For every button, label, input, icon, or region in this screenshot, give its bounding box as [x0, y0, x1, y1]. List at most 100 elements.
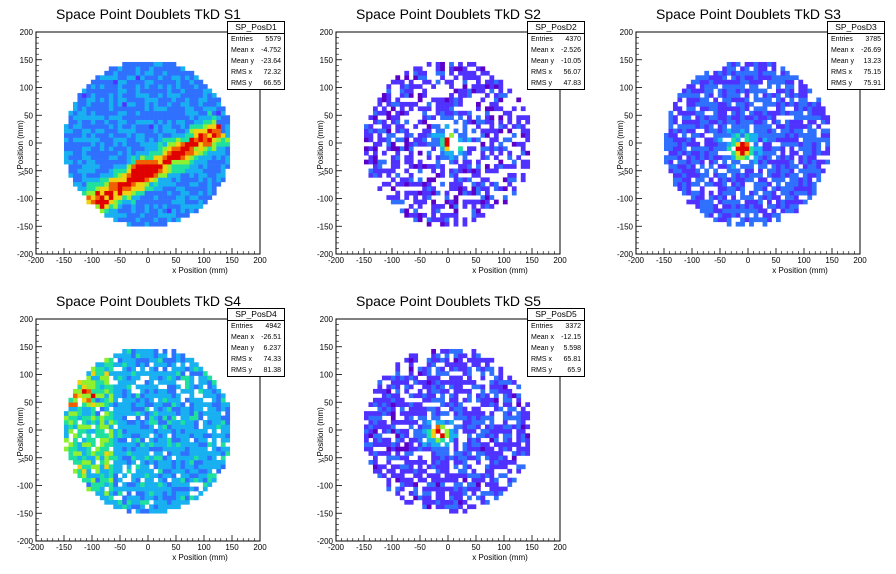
heatmap-bin — [395, 128, 401, 134]
heatmap-bin — [417, 366, 423, 372]
heatmap-bin — [117, 204, 123, 209]
heatmap-bin — [225, 150, 231, 156]
heatmap-bin — [395, 473, 401, 479]
heatmap-bin — [207, 459, 213, 465]
heatmap-bin — [516, 464, 522, 470]
y-tick-label: 0 — [329, 139, 334, 148]
heatmap-bin — [780, 199, 786, 205]
heatmap-bin — [493, 388, 499, 394]
heatmap-bin — [744, 208, 750, 214]
heatmap-bin — [176, 110, 181, 116]
heatmap-bin — [453, 455, 459, 461]
heatmap-bin — [149, 190, 154, 196]
heatmap-bin — [453, 482, 459, 487]
heatmap-plot: -200 -150 -100 -50 0 50 100 150 200-200-150-100-… — [16, 315, 267, 562]
heatmap-bin — [758, 61, 763, 67]
heatmap-bin — [458, 348, 463, 354]
heatmap-bin — [364, 437, 369, 443]
heatmap-bin — [793, 177, 799, 183]
heatmap-bin — [426, 446, 432, 452]
heatmap-bin — [713, 75, 719, 81]
heatmap-bin — [135, 88, 141, 94]
heatmap-bin — [176, 455, 181, 461]
heatmap-bin — [90, 415, 96, 421]
heatmap-bin — [140, 172, 145, 178]
heatmap-bin — [776, 177, 781, 183]
stats-label: Entries — [531, 323, 553, 330]
heatmap-bin — [386, 195, 392, 200]
heatmap-bin — [453, 415, 459, 421]
heatmap-bin — [793, 195, 799, 200]
heatmap-bin — [99, 464, 105, 470]
heatmap-bin — [189, 473, 195, 479]
heatmap-bin — [422, 186, 428, 192]
heatmap-bin — [99, 186, 105, 192]
heatmap-bin — [749, 119, 754, 125]
heatmap-bin — [399, 486, 405, 492]
heatmap-bin — [171, 464, 177, 470]
heatmap-bin — [502, 393, 508, 399]
heatmap-bin — [668, 115, 674, 120]
heatmap-bin — [502, 486, 508, 492]
heatmap-bin — [704, 119, 710, 125]
heatmap-bin — [408, 357, 414, 363]
heatmap-bin — [417, 371, 423, 376]
heatmap-bin — [126, 424, 132, 430]
heatmap-bin — [453, 424, 459, 430]
heatmap-bin — [467, 433, 472, 439]
heatmap-bin — [435, 164, 441, 169]
heatmap-bin — [104, 128, 110, 134]
heatmap-bin — [699, 150, 705, 156]
heatmap-bin — [811, 133, 817, 138]
heatmap-bin — [72, 402, 78, 407]
heatmap-bin — [520, 411, 526, 416]
heatmap-bin — [113, 110, 119, 116]
heatmap-bin — [784, 164, 790, 169]
chart-pad-3: Space Point Doublets TkD S3 -200 -150 -100-… — [600, 0, 896, 287]
heatmap-bin — [126, 84, 132, 89]
heatmap-bin — [131, 217, 136, 223]
heatmap-bin — [449, 150, 454, 156]
stats-value: 5579 — [265, 36, 281, 43]
heatmap-bin — [731, 172, 736, 178]
heatmap-bin — [489, 411, 495, 416]
heatmap-bin — [90, 177, 96, 183]
heatmap-bin — [749, 88, 754, 94]
heatmap-bin — [153, 486, 159, 492]
heatmap-bin — [90, 455, 96, 461]
heatmap-bin — [184, 146, 190, 152]
heatmap-bin — [144, 155, 150, 160]
heatmap-bin — [690, 146, 696, 152]
heatmap-bin — [731, 208, 736, 214]
heatmap-bin — [395, 446, 401, 452]
heatmap-bin — [149, 204, 154, 209]
heatmap-bin — [144, 402, 150, 407]
heatmap-bin — [753, 146, 759, 152]
heatmap-bin — [198, 446, 204, 452]
heatmap-bin — [435, 384, 441, 390]
heatmap-bin — [377, 433, 383, 439]
heatmap-bin — [458, 190, 463, 196]
heatmap-bin — [381, 150, 387, 156]
heatmap-bin — [122, 402, 128, 407]
heatmap-bin — [135, 124, 141, 129]
heatmap-bin — [417, 411, 423, 416]
heatmap-bin — [825, 128, 831, 134]
heatmap-bin — [440, 411, 445, 416]
heatmap-bin — [708, 159, 714, 165]
heatmap-bin — [108, 150, 114, 156]
heatmap-bin — [108, 464, 114, 470]
heatmap-bin — [798, 181, 804, 187]
heatmap-bin — [776, 101, 781, 107]
heatmap-bin — [471, 428, 477, 434]
heatmap-bin — [90, 388, 96, 394]
heatmap-bin — [399, 406, 405, 412]
heatmap-bin — [381, 402, 387, 407]
heatmap-bin — [449, 486, 454, 492]
heatmap-bin — [184, 195, 190, 200]
heatmap-bin — [135, 97, 141, 103]
heatmap-bin — [99, 366, 105, 372]
heatmap-bin — [198, 141, 204, 147]
heatmap-bin — [789, 110, 795, 116]
heatmap-bin — [753, 199, 759, 205]
